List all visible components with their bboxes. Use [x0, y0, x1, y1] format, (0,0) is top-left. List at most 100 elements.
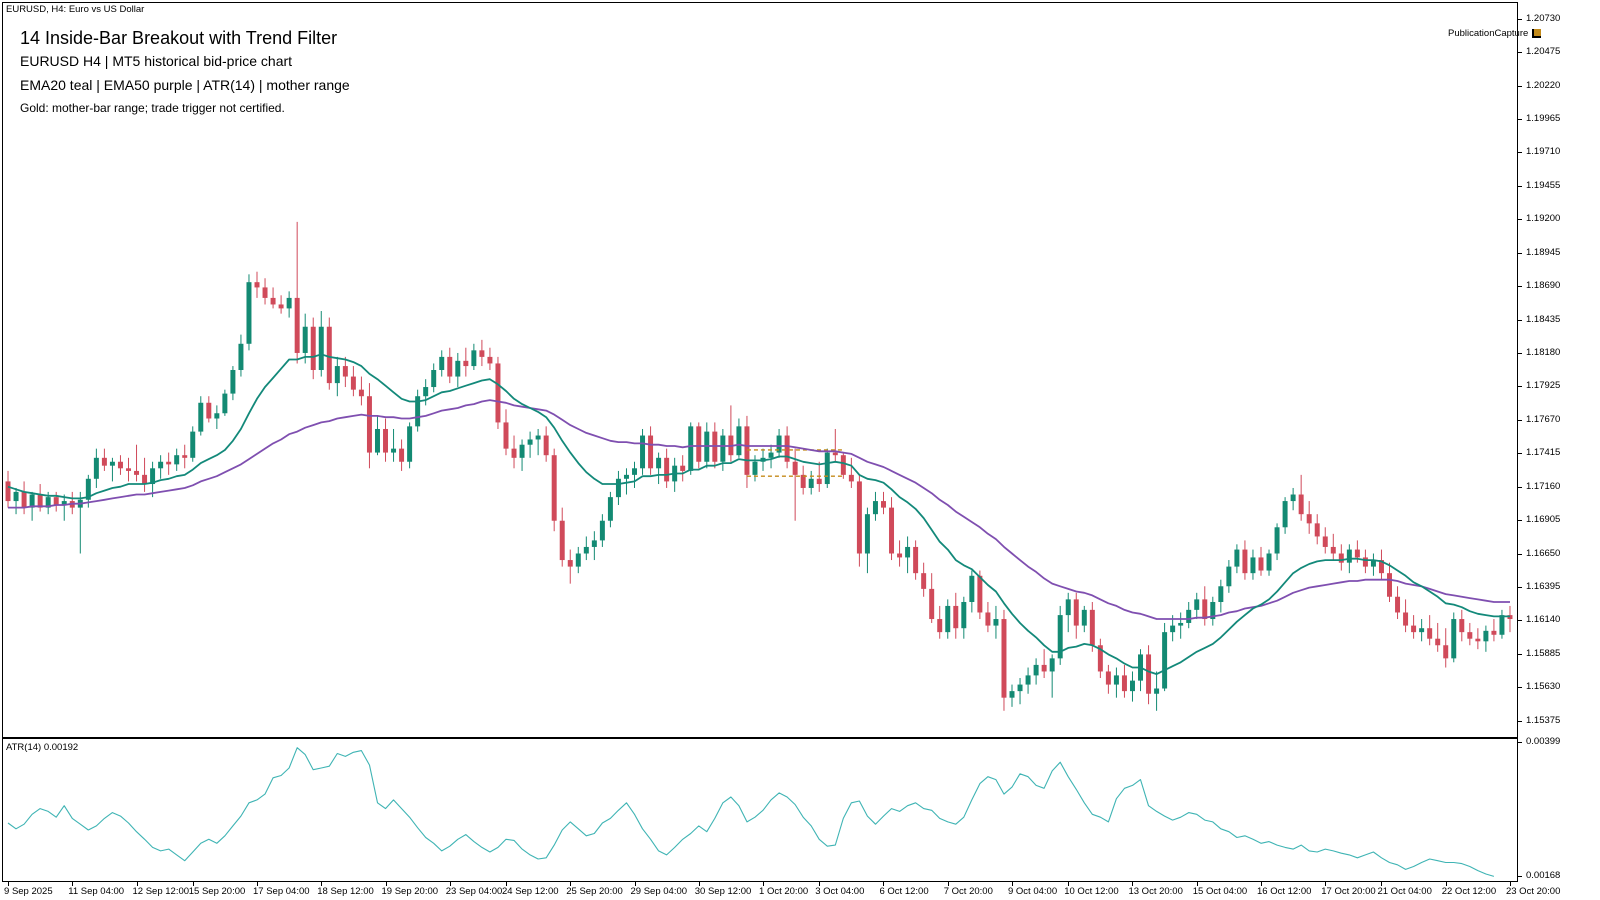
price-scale-tick — [1518, 85, 1522, 87]
time-axis-tick — [763, 882, 765, 886]
candle-bull — [1226, 566, 1232, 587]
candle-bear — [1258, 557, 1264, 571]
ema20-line — [7, 353, 1510, 675]
candle-bear — [953, 605, 959, 629]
candle-bull — [1218, 586, 1224, 602]
time-axis-label: 1 Oct 20:00 — [759, 886, 809, 897]
time-axis[interactable]: 9 Sep 2025 11 Sep 04:00 12 Sep 12:00 15 Sep… — [0, 882, 1600, 900]
candle-bear — [366, 396, 372, 453]
indicator-legend: EMA20 teal | EMA50 purple | ATR(14) | mo… — [20, 77, 350, 93]
time-axis-label: 9 Oct 04:00 — [1008, 886, 1058, 897]
time-axis-tick — [819, 882, 821, 886]
publication-capture-label[interactable]: PublicationCapture — [1448, 28, 1542, 39]
candle-bear — [294, 297, 300, 353]
candle-bull — [1210, 601, 1216, 620]
candle-bear — [559, 520, 565, 561]
candle-bull — [230, 370, 236, 394]
candle-bull — [1499, 615, 1505, 635]
price-scale-tick — [1518, 720, 1522, 722]
price-scale[interactable]: 1.20730 1.20475 1.20220 1.19965 1.19710 1.194… — [1518, 2, 1600, 738]
candle-bull — [872, 501, 878, 515]
candle-bear — [262, 287, 268, 298]
candle-bear — [1491, 630, 1497, 635]
time-axis-tick — [449, 882, 451, 886]
candle-bull — [905, 546, 911, 558]
time-axis-label: 30 Sep 12:00 — [694, 886, 752, 897]
time-axis-label: 24 Sep 12:00 — [501, 886, 559, 897]
candle-bear — [134, 470, 140, 475]
price-scale-tick — [1518, 152, 1522, 154]
candle-bull — [238, 343, 244, 370]
candle-bull — [623, 474, 629, 479]
candle-bear — [1411, 625, 1417, 633]
candle-bull — [945, 605, 951, 633]
publication-capture-text: PublicationCapture — [1448, 28, 1529, 39]
candle-bull — [720, 435, 726, 462]
candle-bull — [527, 439, 533, 445]
candle-bear — [913, 546, 919, 574]
price-chart-pane[interactable] — [2, 2, 1518, 738]
price-scale-tick — [1518, 620, 1522, 622]
price-scale-tick — [1518, 252, 1522, 254]
candle-bear — [117, 461, 123, 469]
time-axis-label: 6 Oct 12:00 — [879, 886, 929, 897]
price-scale-tick — [1518, 118, 1522, 120]
candle-bull — [407, 426, 413, 462]
time-axis-label: 16 Oct 12:00 — [1256, 886, 1312, 897]
candle-bull — [1483, 630, 1489, 642]
candle-bull — [776, 435, 782, 453]
time-axis-tick — [321, 882, 323, 886]
candle-bull — [150, 468, 156, 485]
candle-bear — [166, 461, 172, 465]
time-axis-label: 7 Oct 20:00 — [943, 886, 993, 897]
candle-bear — [1378, 560, 1384, 574]
candle-bear — [383, 428, 389, 453]
candle-bear — [1443, 645, 1449, 659]
candle-bull — [969, 575, 975, 602]
time-axis-label: 17 Oct 20:00 — [1321, 886, 1376, 897]
candle-bear — [254, 282, 260, 288]
price-scale-label: 1.20220 — [1526, 79, 1561, 91]
candle-bull — [158, 461, 164, 469]
candle-bear — [832, 452, 838, 456]
time-axis-label: 29 Sep 04:00 — [630, 886, 688, 897]
time-axis-tick — [1196, 882, 1198, 886]
candle-bull — [1170, 625, 1176, 633]
time-axis-label: 19 Sep 20:00 — [381, 886, 439, 897]
candle-bull — [1025, 675, 1031, 685]
atr-indicator-pane[interactable] — [2, 738, 1518, 882]
candle-bull — [1081, 609, 1087, 626]
candle-bear — [921, 573, 927, 589]
candle-bear — [1041, 664, 1047, 672]
candle-bull — [214, 413, 220, 419]
candle-bear — [101, 457, 107, 466]
candle-bull — [318, 326, 324, 370]
publication-capture-icon — [1532, 29, 1542, 38]
candle-bear — [1322, 536, 1328, 547]
price-scale-label: 1.17415 — [1526, 447, 1561, 459]
time-axis-tick — [883, 882, 885, 886]
time-axis-tick — [1445, 882, 1447, 886]
candle-bull — [29, 494, 35, 508]
time-axis-label: 10 Oct 12:00 — [1064, 886, 1119, 897]
time-axis-label: 9 Sep 2025 — [4, 886, 53, 897]
candle-bull — [431, 370, 437, 388]
time-axis-tick — [947, 882, 949, 886]
candle-bull — [599, 520, 605, 541]
candle-bear — [848, 474, 854, 482]
atr-scale[interactable]: 0.00399 0.00168 — [1518, 737, 1600, 882]
candle-bull — [415, 396, 421, 427]
time-axis-label: 11 Sep 04:00 — [68, 886, 125, 897]
candle-bear — [1105, 671, 1111, 685]
time-axis-tick — [1509, 882, 1511, 886]
candle-bear — [929, 588, 935, 620]
candle-bull — [1154, 688, 1160, 694]
time-axis-tick — [698, 882, 700, 886]
candle-bear — [1146, 654, 1152, 694]
candle-bull — [1049, 658, 1055, 672]
candle-bear — [664, 457, 670, 482]
time-axis-label: 12 Sep 12:00 — [132, 886, 190, 897]
candle-bear — [1467, 632, 1473, 639]
candle-bull — [1033, 664, 1039, 676]
